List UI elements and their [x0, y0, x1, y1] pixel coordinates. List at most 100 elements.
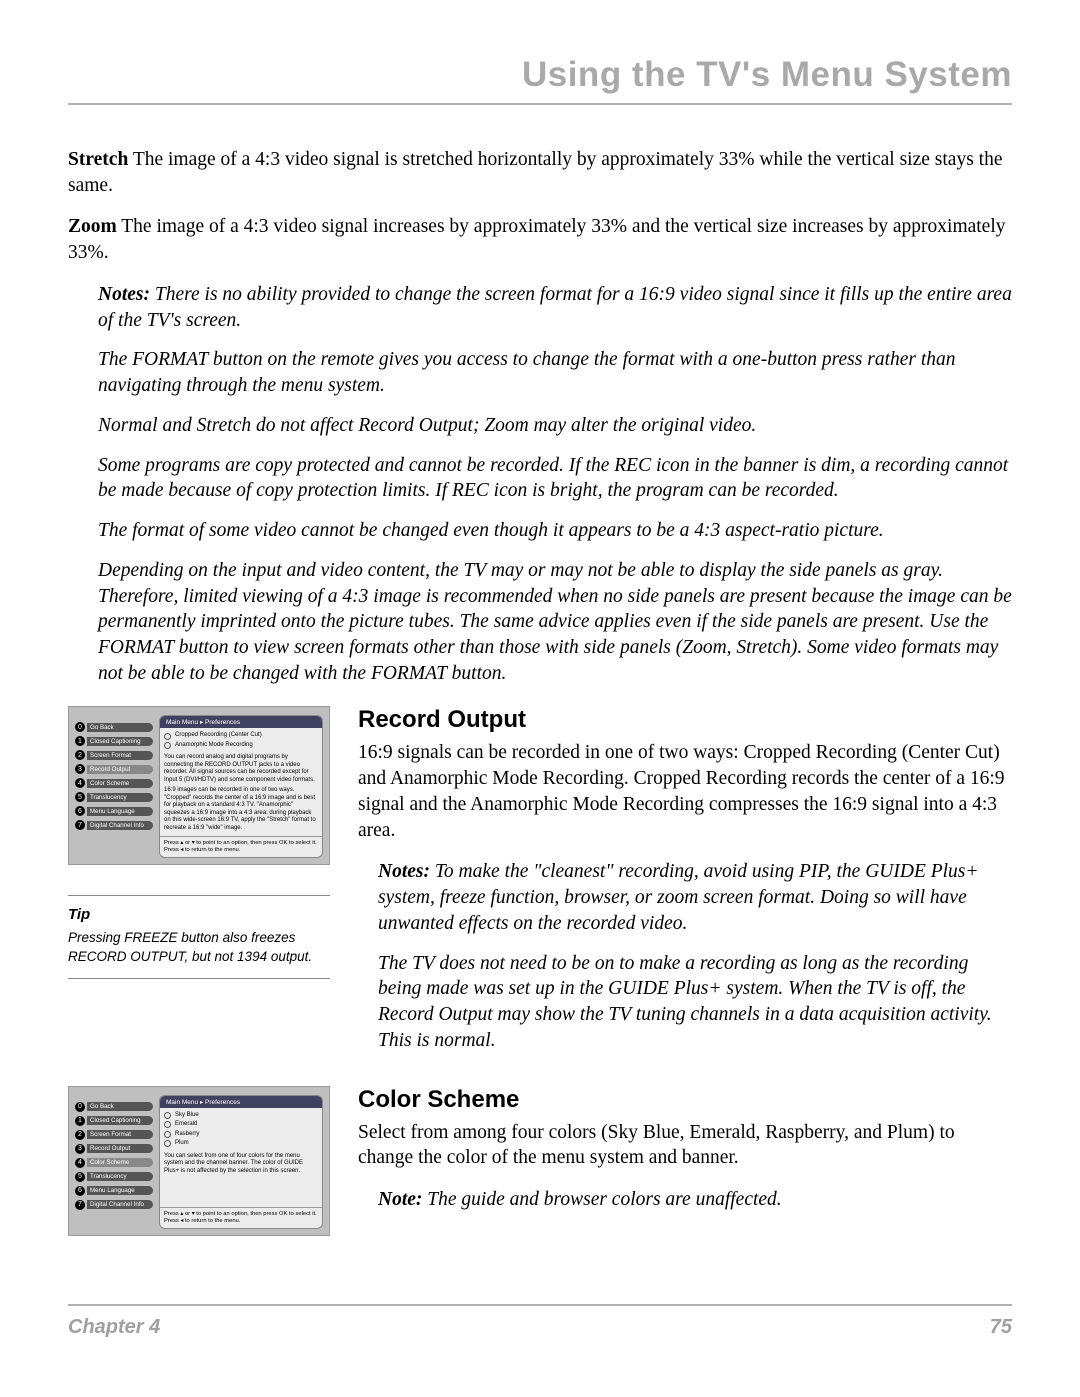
menu-nav-label: Screen Format [87, 751, 153, 760]
menu-nav-item: 4Color Scheme [75, 1157, 153, 1169]
menu-nav-number: 3 [75, 1144, 85, 1154]
menu-nav-number: 3 [75, 764, 85, 774]
notes-label: Notes: [98, 284, 150, 305]
menu-breadcrumb: Main Menu ▸ Preferences [160, 1096, 322, 1108]
menu-nav-number: 2 [75, 750, 85, 760]
record-notes-label: Notes: [378, 861, 430, 882]
menu-nav-item: 6Menu Language [75, 1185, 153, 1197]
menu-nav-label: Screen Format [87, 1130, 153, 1139]
menu-nav-list: 0Go Back1Closed Captioning2Screen Format… [75, 715, 153, 858]
radio-icon [164, 1131, 171, 1138]
menu-nav-number: 6 [75, 806, 85, 816]
menu-option: Anamorphic Mode Recording [164, 742, 318, 750]
menu-nav-number: 0 [75, 1102, 85, 1112]
color-note-label: Note: [378, 1189, 422, 1210]
notes-top-p1: There is no ability provided to change t… [98, 284, 1012, 331]
menu-option: Emerald [164, 1121, 318, 1129]
menu-nav-number: 7 [75, 820, 85, 830]
menu-nav-label: Closed Captioning [87, 1116, 153, 1125]
notes-block-top: Notes: There is no ability provided to c… [98, 282, 1012, 687]
radio-icon [164, 1121, 171, 1128]
menu-nav-item: 2Screen Format [75, 1129, 153, 1141]
menu-nav-label: Menu Language [87, 807, 153, 816]
zoom-text: The image of a 4:3 video signal increase… [68, 216, 1006, 263]
page-header-title: Using the TV's Menu System [68, 55, 1012, 105]
menu-option: Plum [164, 1140, 318, 1148]
stretch-label: Stretch [68, 149, 128, 170]
menu-nav-number: 0 [75, 722, 85, 732]
menu-nav-item: 0Go Back [75, 1101, 153, 1113]
record-output-body: 16:9 signals can be recorded in one of t… [358, 740, 1012, 843]
stretch-text: The image of a 4:3 video signal is stret… [68, 149, 1002, 196]
menu-screenshot-color-scheme: 0Go Back1Closed Captioning2Screen Format… [68, 1086, 330, 1236]
color-scheme-body: Select from among four colors (Sky Blue,… [358, 1120, 1012, 1171]
tip-heading: Tip [68, 906, 330, 923]
footer-chapter: Chapter 4 [68, 1316, 160, 1339]
menu-nav-label: Color Scheme [87, 779, 153, 788]
menu-nav-label: Closed Captioning [87, 737, 153, 746]
menu-panel: Main Menu ▸ Preferences Sky Blue Emerald… [159, 1095, 323, 1229]
menu-nav-number: 4 [75, 1158, 85, 1168]
menu-nav-item: 5Translucency [75, 791, 153, 803]
menu-nav-number: 2 [75, 1130, 85, 1140]
record-output-heading: Record Output [358, 706, 1012, 734]
zoom-label: Zoom [68, 216, 117, 237]
notes-top-p3: Normal and Stretch do not affect Record … [98, 413, 1012, 439]
notes-top-p5: The format of some video cannot be chang… [98, 518, 1012, 544]
footer-page-number: 75 [990, 1316, 1012, 1339]
menu-nav-item: 5Translucency [75, 1171, 153, 1183]
menu-help-text: Press ▴ or ▾ to point to an option, then… [160, 1207, 322, 1228]
menu-desc-1: You can record analog and digital progra… [164, 754, 318, 784]
menu-nav-label: Go Back [87, 1102, 153, 1111]
notes-top-p4: Some programs are copy protected and can… [98, 453, 1012, 504]
tip-body: Pressing FREEZE button also freezes RECO… [68, 929, 330, 965]
menu-nav-number: 5 [75, 792, 85, 802]
stretch-paragraph: Stretch The image of a 4:3 video signal … [68, 147, 1012, 198]
menu-nav-item: 1Closed Captioning [75, 735, 153, 747]
zoom-paragraph: Zoom The image of a 4:3 video signal inc… [68, 214, 1012, 265]
radio-icon [164, 1112, 171, 1119]
menu-desc: You can select from one of four colors f… [164, 1153, 318, 1176]
menu-breadcrumb: Main Menu ▸ Preferences [160, 716, 322, 728]
menu-nav-item: 6Menu Language [75, 805, 153, 817]
record-output-notes: Notes: To make the "cleanest" recording,… [378, 859, 1012, 1053]
menu-nav-label: Record Output [87, 1144, 153, 1153]
menu-screenshot-record-output: 0Go Back1Closed Captioning2Screen Format… [68, 706, 330, 865]
menu-nav-number: 7 [75, 1200, 85, 1210]
menu-nav-item: 4Color Scheme [75, 777, 153, 789]
menu-nav-label: Digital Channel Info [87, 821, 153, 830]
color-scheme-heading: Color Scheme [358, 1086, 1012, 1114]
menu-help-text: Press ▴ or ▾ to point to an option, then… [160, 836, 322, 857]
menu-nav-item: 3Record Output [75, 1143, 153, 1155]
menu-nav-item: 3Record Output [75, 763, 153, 775]
menu-nav-label: Go Back [87, 723, 153, 732]
menu-nav-number: 6 [75, 1186, 85, 1196]
menu-nav-number: 1 [75, 1116, 85, 1126]
menu-nav-item: 2Screen Format [75, 749, 153, 761]
menu-nav-label: Record Output [87, 765, 153, 774]
radio-icon [164, 733, 171, 740]
menu-nav-label: Translucency [87, 793, 153, 802]
menu-nav-number: 5 [75, 1172, 85, 1182]
menu-nav-item: 1Closed Captioning [75, 1115, 153, 1127]
menu-nav-label: Menu Language [87, 1186, 153, 1195]
menu-nav-list: 0Go Back1Closed Captioning2Screen Format… [75, 1095, 153, 1229]
record-note-2: The TV does not need to be on to make a … [378, 951, 1012, 1054]
menu-nav-item: 0Go Back [75, 721, 153, 733]
menu-option: Sky Blue [164, 1112, 318, 1120]
menu-option: Rasberry [164, 1131, 318, 1139]
record-note-1: To make the "cleanest" recording, avoid … [378, 861, 979, 933]
color-scheme-note: Note: The guide and browser colors are u… [378, 1187, 1012, 1213]
tip-block: Tip Pressing FREEZE button also freezes … [68, 895, 330, 978]
menu-option: Cropped Recording (Center Cut) [164, 732, 318, 740]
color-note-text: The guide and browser colors are unaffec… [422, 1189, 781, 1210]
menu-nav-number: 4 [75, 778, 85, 788]
menu-panel: Main Menu ▸ Preferences Cropped Recordin… [159, 715, 323, 858]
menu-desc-2: 16:9 images can be recorded in one of tw… [164, 787, 318, 832]
notes-top-p6: Depending on the input and video content… [98, 558, 1012, 687]
menu-nav-number: 1 [75, 736, 85, 746]
menu-nav-label: Color Scheme [87, 1158, 153, 1167]
menu-nav-item: 7Digital Channel Info [75, 1199, 153, 1211]
menu-nav-item: 7Digital Channel Info [75, 819, 153, 831]
radio-icon [164, 742, 171, 749]
